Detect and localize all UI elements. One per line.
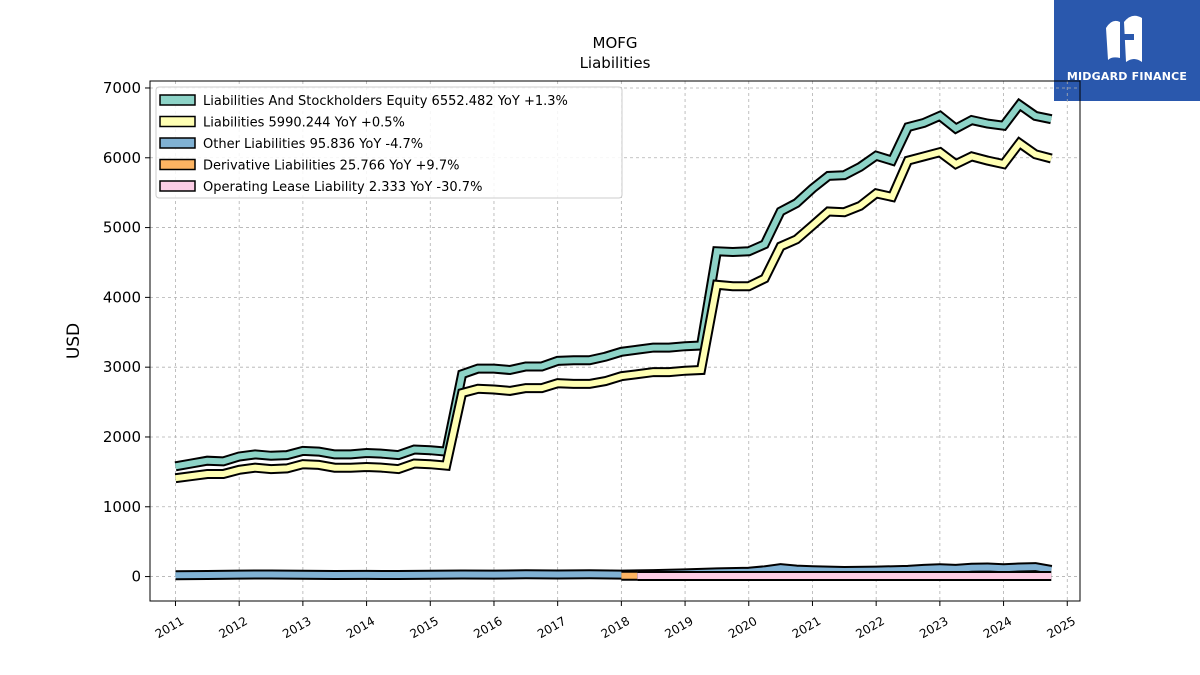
y-tick-label: 4000 (103, 288, 141, 306)
x-tick-label: 2015 (408, 614, 441, 641)
legend-swatch (159, 137, 196, 149)
series-group (174, 97, 1053, 581)
x-tick-label: 2016 (471, 614, 504, 641)
legend-entry: Other Liabilities 95.836 YoY -4.7% (203, 137, 423, 152)
y-tick-label: 7000 (103, 79, 141, 97)
chart-title: MOFG (593, 34, 638, 52)
logo-text: MIDGARD FINANCE (1066, 70, 1188, 83)
legend-swatch (159, 180, 196, 192)
chart-subtitle: Liabilities (580, 54, 651, 72)
legend-swatch (159, 115, 196, 128)
x-tick-label: 2021 (790, 614, 823, 641)
series-line-liabilities-and-stockholders-equity (174, 100, 1052, 470)
midgard-finance-logo: MIDGARD FINANCE (1054, 0, 1200, 101)
x-tick-label: 2011 (153, 614, 186, 641)
legend-box (155, 86, 623, 199)
legend-swatch (159, 94, 196, 106)
x-tick-label: 2012 (216, 614, 249, 641)
legend-entry: Liabilities And Stockholders Equity 6552… (203, 94, 568, 109)
y-tick-label: 1000 (103, 498, 141, 516)
y-axis-label: USD (64, 323, 84, 359)
legend-swatch (159, 158, 196, 171)
legend-entry: Derivative Liabilities 25.766 YoY +9.7% (203, 159, 459, 174)
x-tick-label: 2025 (1045, 614, 1078, 641)
series-line-liabilities (175, 138, 1053, 482)
legend-entry: Liabilities 5990.244 YoY +0.5% (203, 116, 405, 131)
x-axis: 2011 2012 2013 2014 2015 2016 2017 2018 2019 2020… (153, 601, 1078, 641)
x-tick-label: 2013 (280, 614, 313, 641)
legend-entry: Operating Lease Liability 2.333 YoY -30.… (203, 180, 482, 195)
y-tick-label: 5000 (103, 219, 141, 237)
logo-mark-icon (1106, 15, 1142, 62)
x-tick-label: 2014 (344, 614, 377, 641)
y-axis: 0 1000 2000 3000 4000 5000 6000 7000 (103, 79, 150, 586)
x-tick-label: 2023 (917, 614, 950, 641)
x-tick-label: 2018 (599, 614, 632, 641)
legend: Liabilities And Stockholders Equity 6552… (155, 86, 623, 199)
plot-frame (149, 80, 1081, 602)
x-tick-label: 2019 (662, 614, 695, 641)
y-tick-label: 6000 (103, 149, 141, 167)
x-tick-label: 2020 (726, 614, 759, 641)
y-tick-label: 3000 (103, 358, 141, 376)
x-tick-label: 2022 (853, 614, 886, 641)
x-tick-label: 2017 (535, 614, 568, 641)
y-tick-label: 2000 (103, 428, 141, 446)
y-tick-label: 0 (131, 568, 141, 586)
x-tick-label: 2024 (981, 614, 1014, 641)
